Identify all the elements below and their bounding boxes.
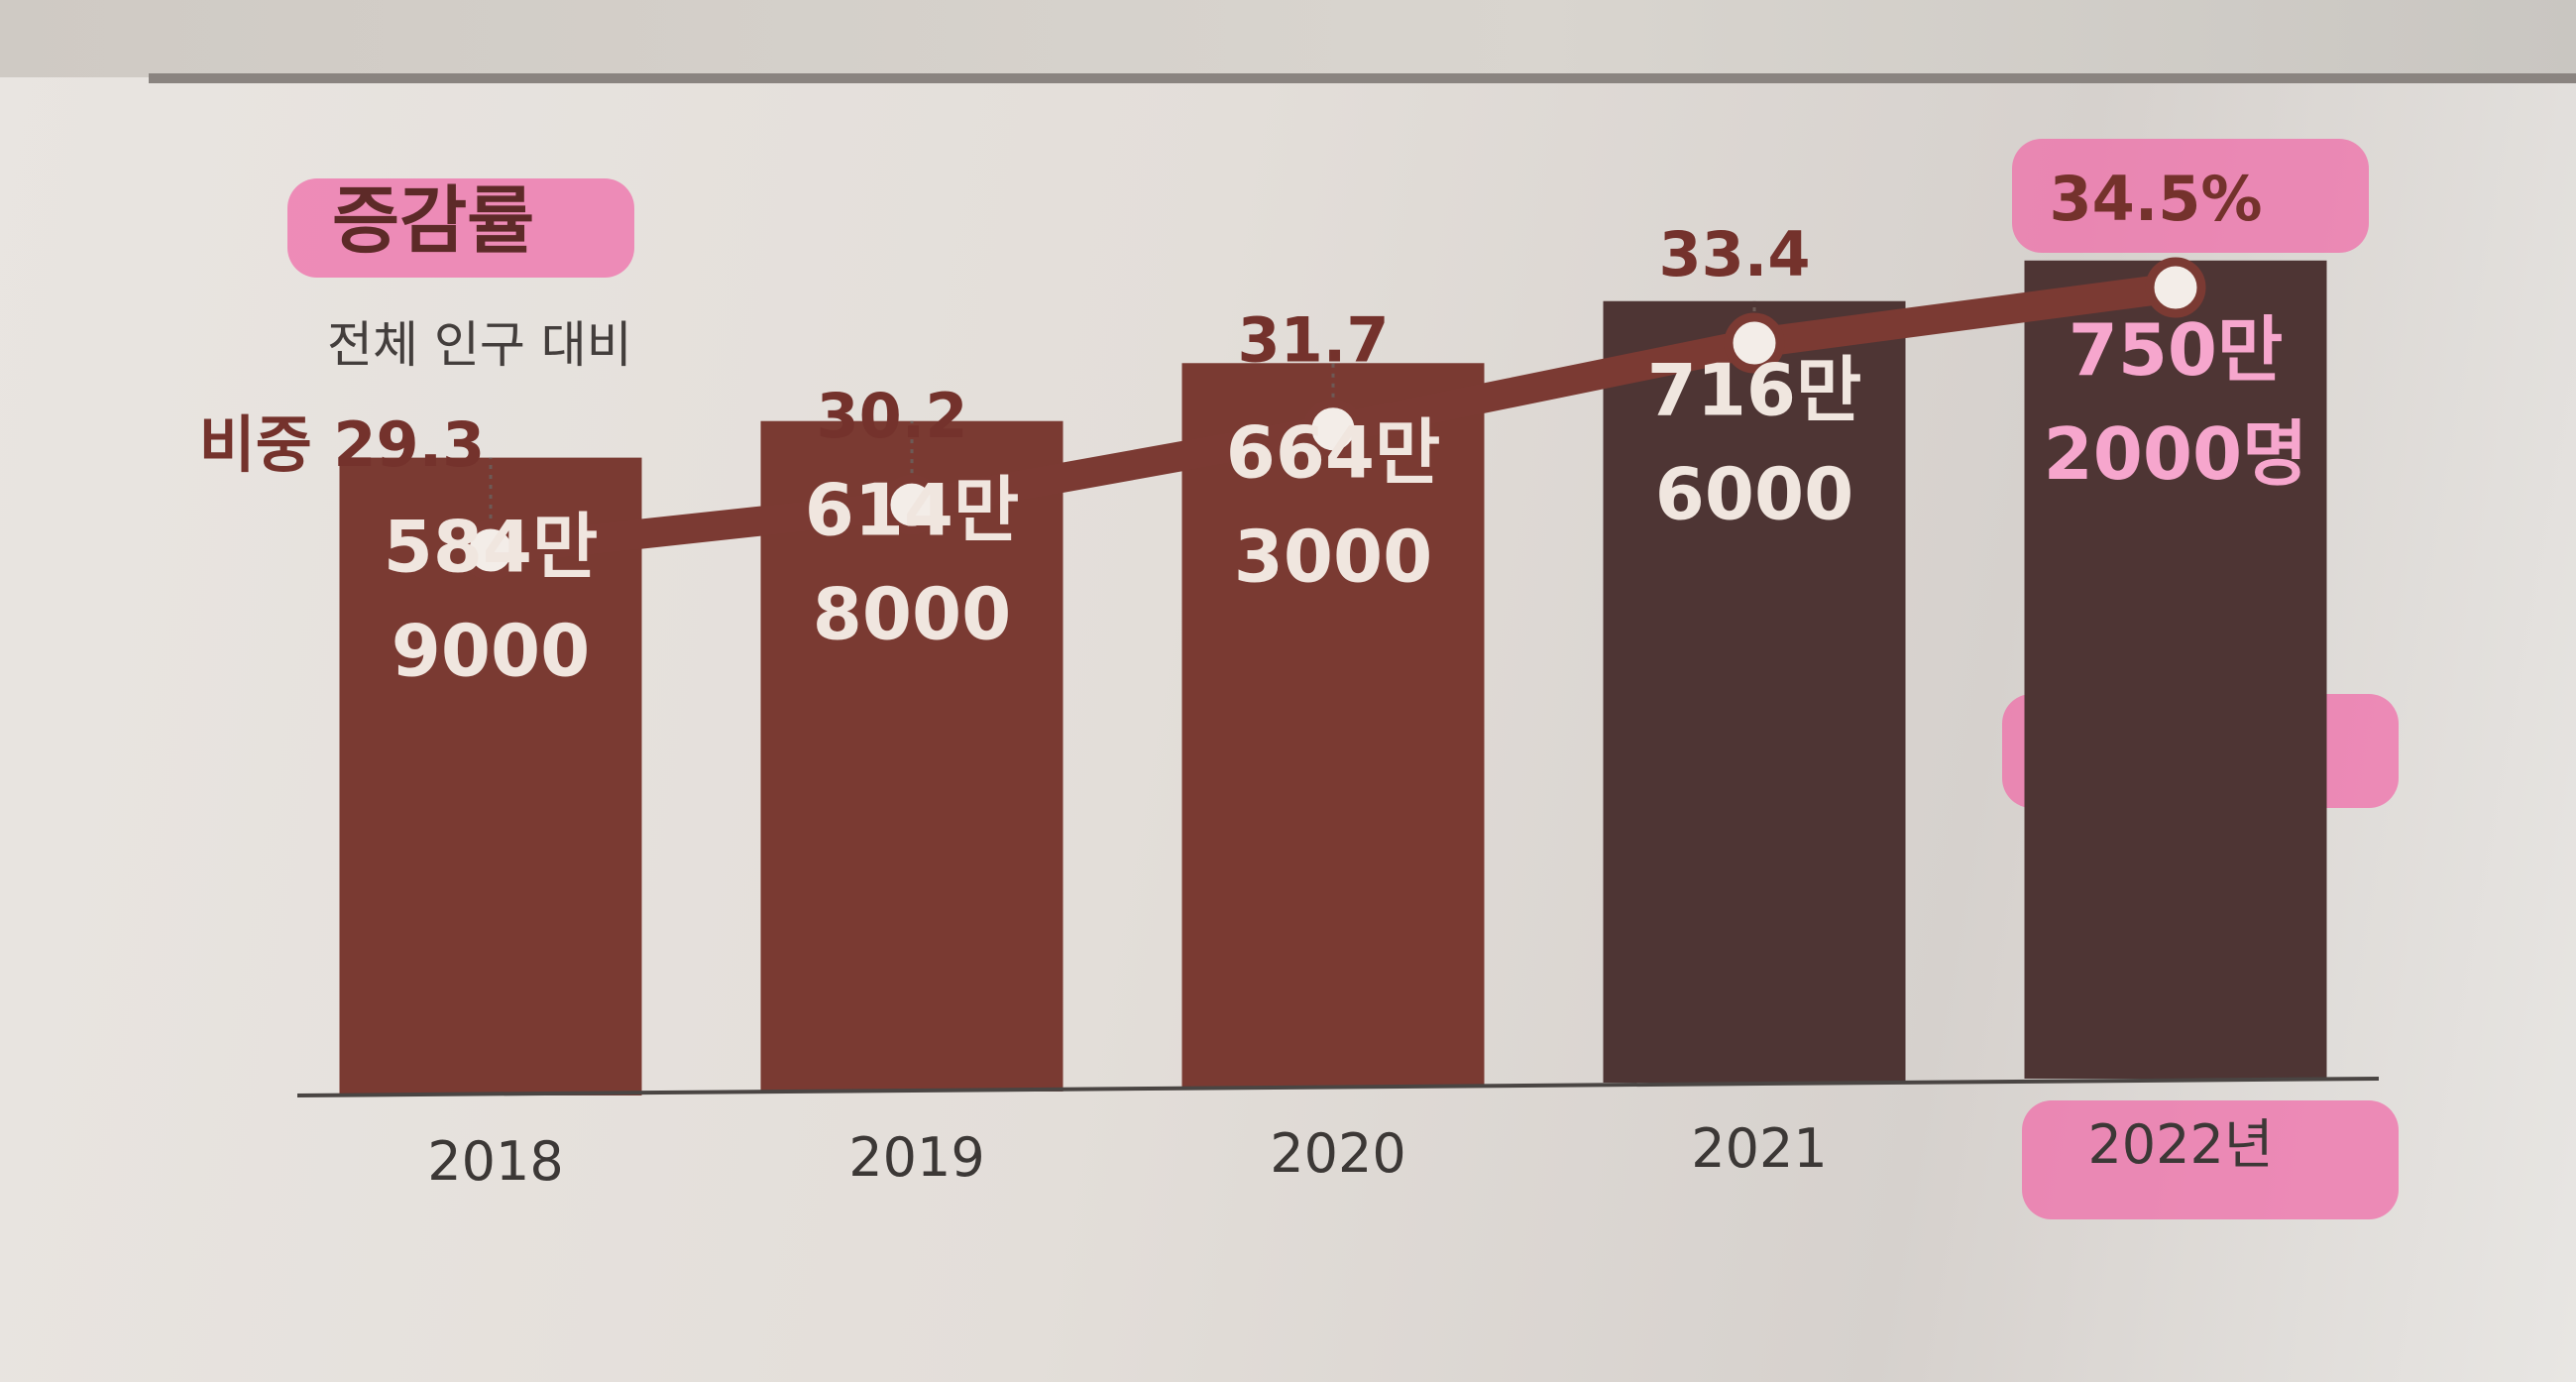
- highlight-mark-2: [2012, 139, 2369, 253]
- bar-value-label-top-2020: 664만: [1226, 410, 1441, 494]
- point-marker-2018: [460, 519, 521, 581]
- labels-group: 비중 29.3 30.2 31.7 33.4 34.5% 584만 9000 614만 8000…: [199, 163, 2308, 1193]
- highlight-mark-5: [2022, 1100, 2399, 1219]
- chart-title: 증감률: [332, 178, 534, 264]
- bars-group: [339, 260, 2327, 1095]
- x-tick-label-2018: 2018: [427, 1130, 563, 1193]
- x-axis-line: [296, 1077, 2380, 1097]
- x-tick-label-2020: 2020: [1270, 1122, 1405, 1185]
- section-divider: [149, 73, 2576, 83]
- bar-value-label-bottom-2022년: 2000명: [2044, 412, 2308, 496]
- bar-value-label-bottom-2020: 3000: [1234, 515, 1432, 598]
- line-value-label-2020: 31.7: [1238, 304, 1390, 377]
- chart-subtitle: 전체 인구 대비: [327, 316, 632, 374]
- bar-value-label-bottom-2021: 6000: [1655, 453, 1853, 536]
- line-value-label-2022년: 34.5%: [2049, 163, 2262, 235]
- point-marker-2022년: [2145, 257, 2206, 318]
- line-value-label-2019: 30.2: [817, 380, 968, 452]
- bar-value-label-bottom-2018: 9000: [392, 610, 590, 693]
- photo-strip-top: [0, 0, 2576, 77]
- point-marker-2020: [1302, 399, 1364, 460]
- x-tick-label-2021: 2021: [1691, 1117, 1827, 1180]
- bar-2021: [1603, 300, 1906, 1083]
- line-value-label-2018: 비중 29.3: [199, 408, 486, 481]
- bar-2022년: [2024, 260, 2327, 1079]
- highlight-mark-1: [287, 178, 634, 278]
- line-value-label-2021: 33.4: [1659, 218, 1811, 290]
- point-marker-2019: [881, 474, 943, 535]
- share-line-series: [460, 257, 2206, 581]
- x-tick-label-2019: 2019: [848, 1126, 984, 1189]
- bar-2020: [1181, 363, 1485, 1088]
- point-marker-2021: [1724, 312, 1785, 374]
- bar-value-label-bottom-2019: 8000: [813, 573, 1011, 656]
- bar-value-label-top-2018: 584만: [384, 506, 599, 589]
- x-tick-label-2022년: 2022년: [2087, 1113, 2273, 1176]
- bar-value-label-top-2019: 614만: [805, 469, 1020, 552]
- bar-value-label-top-2021: 716만: [1647, 349, 1862, 432]
- bar-value-label-top-2022년: 750만: [2069, 308, 2284, 392]
